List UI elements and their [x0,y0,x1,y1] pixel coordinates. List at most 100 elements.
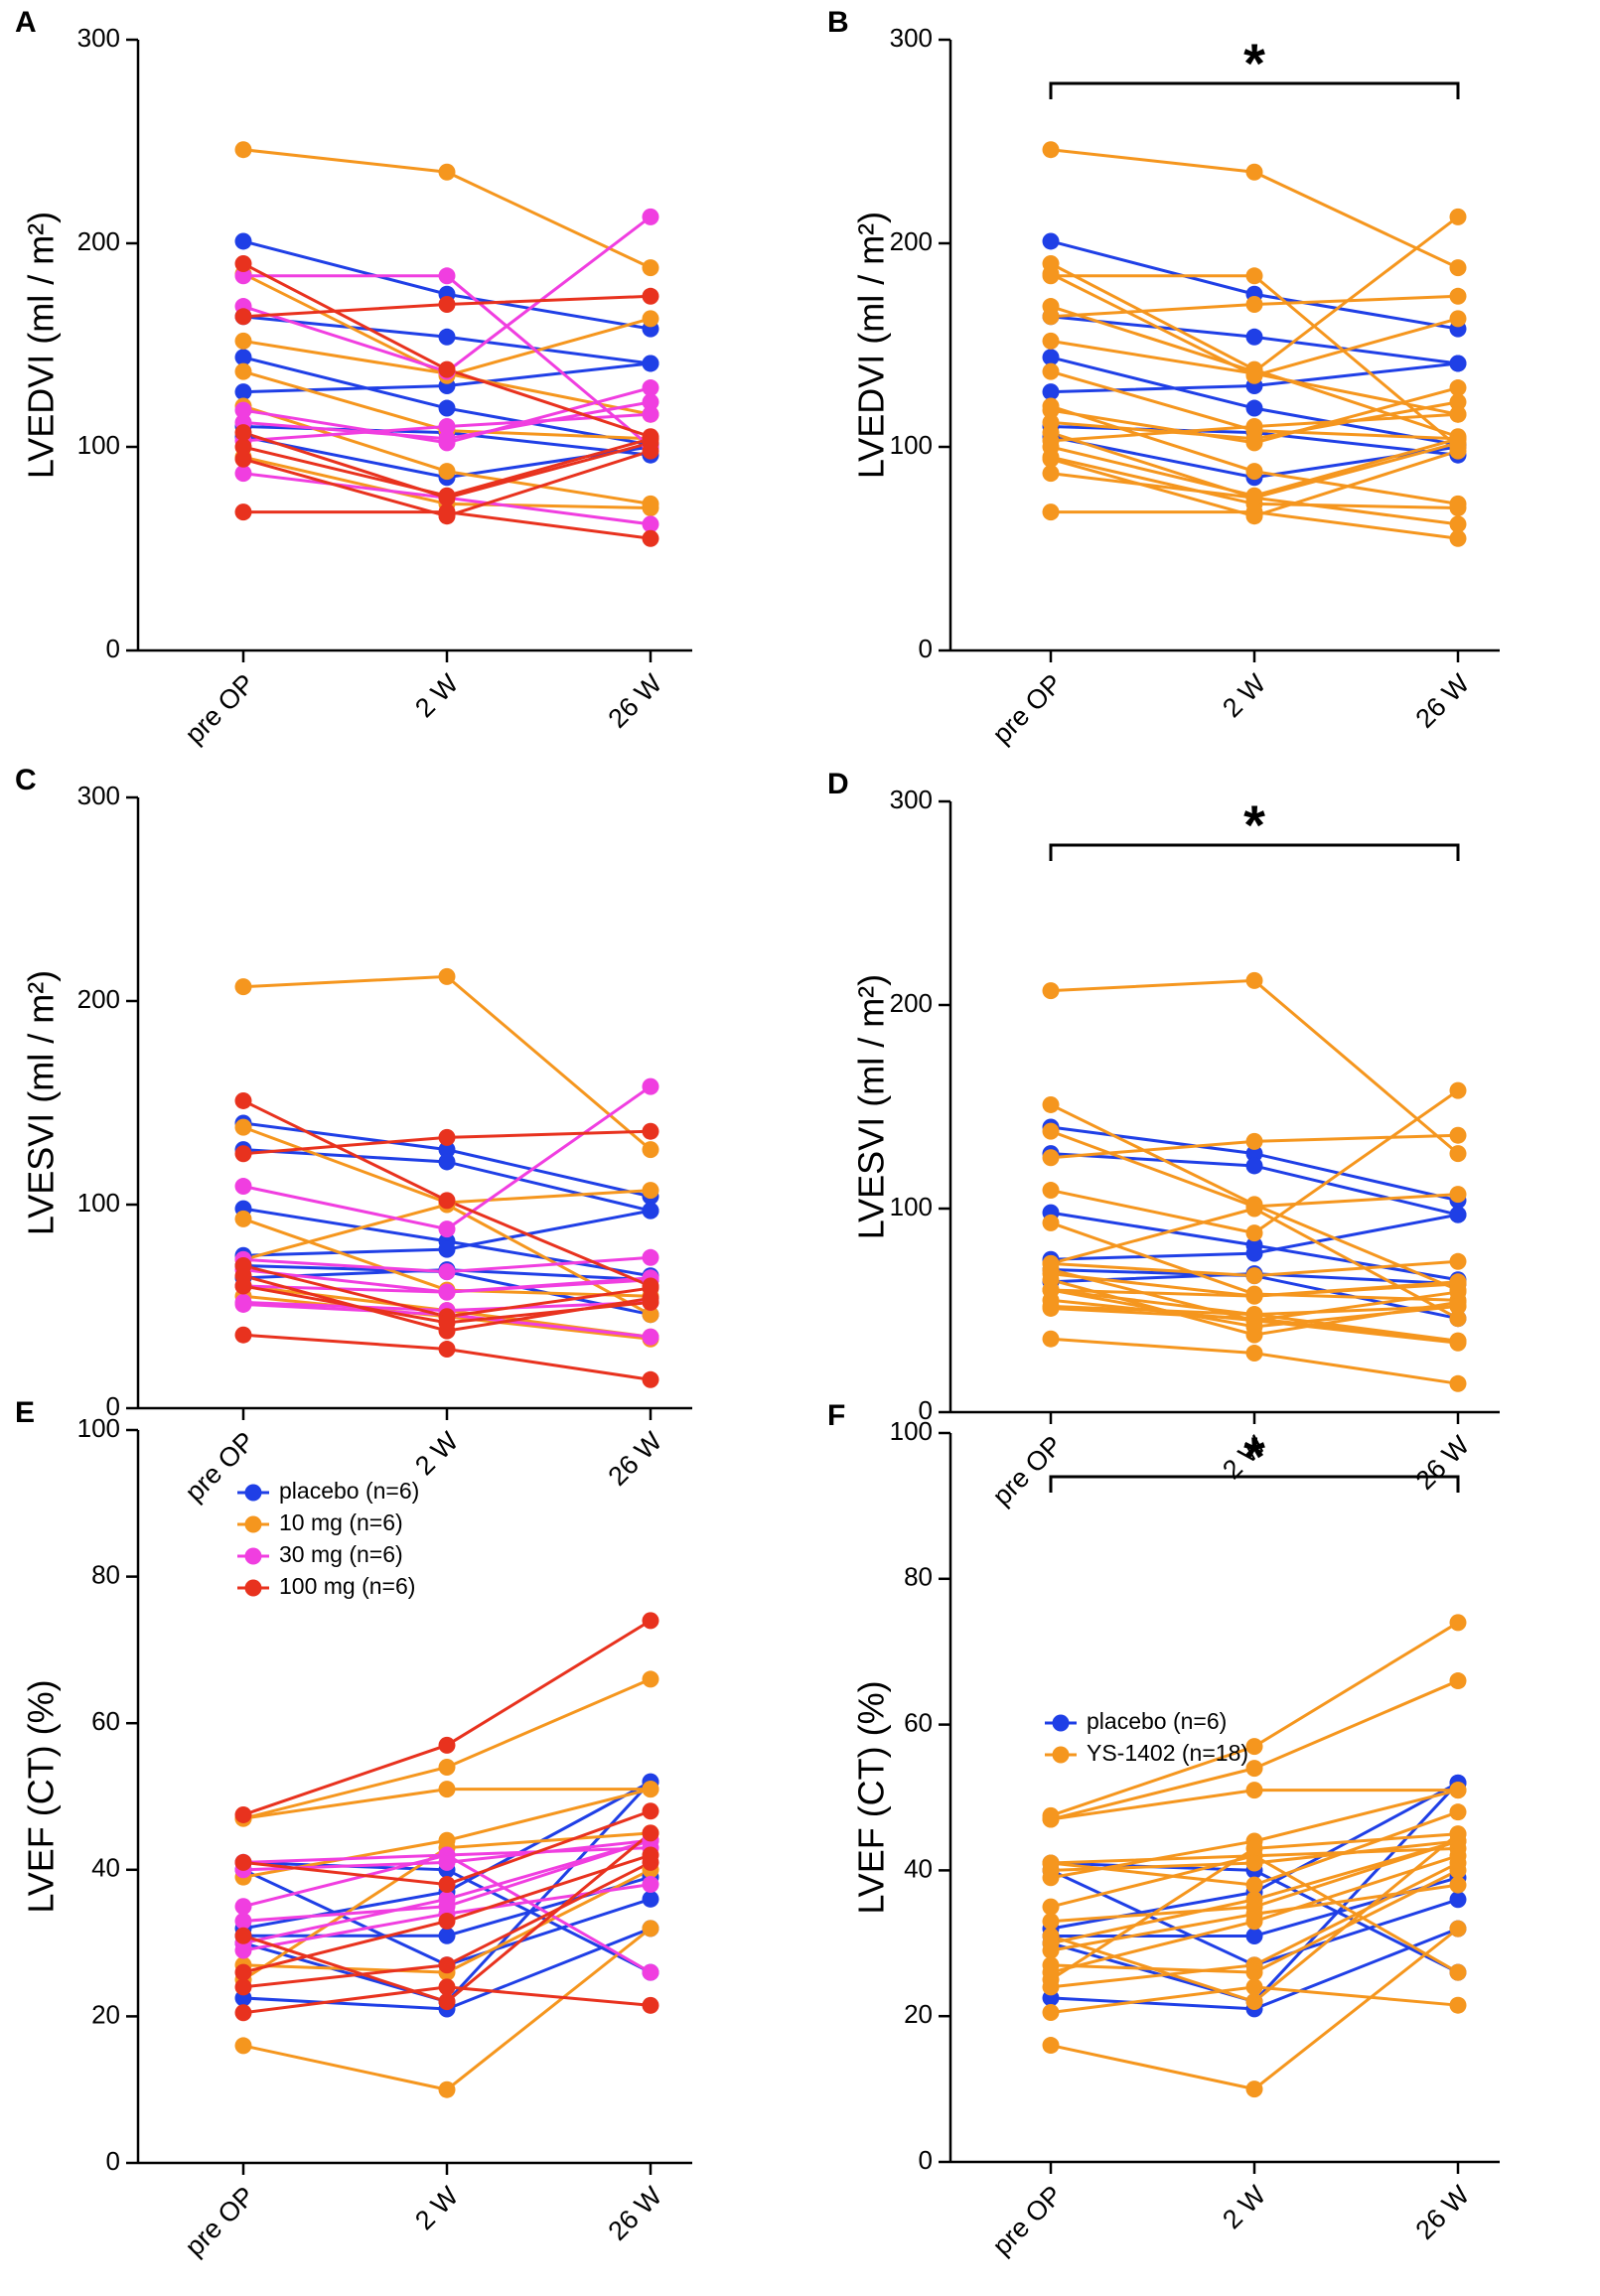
data-point [1449,1847,1467,1865]
data-point [438,360,456,378]
data-point [642,1202,659,1220]
y-tick-label: 300 [77,23,120,53]
data-point [234,1912,252,1930]
legend-label: placebo (n=6) [1087,1708,1227,1734]
data-point [1449,1283,1467,1301]
data-point [234,465,252,483]
data-point [1245,1891,1263,1909]
data-point [642,1328,659,1346]
y-tick-label: 100 [77,1188,120,1218]
data-point [642,1141,659,1159]
data-point [642,1963,659,1981]
data-point [642,1670,659,1688]
data-point [1042,141,1060,159]
y-tick-label: 0 [919,1395,933,1425]
data-point [438,1993,456,2011]
x-tick-label: 26 W [1409,1430,1475,1496]
data-point [1042,383,1060,401]
data-point [642,529,659,547]
legend-marker [1052,1714,1070,1732]
data-point [234,383,252,401]
data-point [234,1805,252,1823]
data-point [234,1963,252,1981]
data-point [1245,1876,1263,1894]
data-point [1245,503,1263,521]
data-point [234,1210,252,1227]
data-point [1245,328,1263,346]
data-point [642,1846,659,1864]
data-point [1042,401,1060,419]
x-tick-label: 2 W [409,668,465,724]
data-point [1042,2037,1060,2055]
x-tick-label: pre OP [180,668,261,750]
legend-label: YS-1402 (n=18) [1087,1740,1248,1766]
data-point [1449,208,1467,225]
data-point [1042,255,1060,272]
x-tick-label: 26 W [602,2181,667,2246]
data-point [1245,1318,1263,1336]
y-tick-label: 40 [904,1853,933,1883]
x-tick-label: pre OP [987,2180,1069,2261]
data-point [1245,399,1263,417]
panel: B LVEDVI (ml / m²) 0 100 200 300 pre OP 2 W 26 W… [827,6,1500,750]
data-point [438,1912,456,1930]
data-point [1042,503,1060,521]
data-point [234,1941,252,1959]
data-point [438,1283,456,1301]
data-point [1449,1825,1467,1843]
data-point [1449,1920,1467,1937]
data-point [1449,1332,1467,1350]
data-point [1449,310,1467,328]
data-point [234,141,252,159]
data-point [1245,360,1263,378]
data-point [234,1927,252,1944]
legend-label: 30 mg (n=6) [279,1541,403,1567]
data-point [1245,1782,1263,1799]
data-point [438,1153,456,1171]
data-point [1449,1996,1467,2014]
y-tick-label: 0 [919,2145,933,2175]
panel-label: F [827,1399,845,1432]
data-point [438,1314,456,1332]
data-point [234,349,252,366]
data-point [1042,1182,1060,1200]
data-point [1449,1310,1467,1328]
y-tick-label: 200 [77,984,120,1014]
significance-bracket [1049,1475,1460,1493]
y-tick-label: 20 [91,1999,120,2029]
data-point [1042,1898,1060,1916]
significance-label: * [1243,793,1265,856]
y-tick-label: 200 [77,226,120,256]
data-point [1449,1297,1467,1315]
data-point [642,1122,659,1140]
data-point [438,1128,456,1146]
data-point [642,379,659,397]
data-point [1449,434,1467,452]
panel: E LVEF (CT) (%) 0 20 40 60 80 100 pre OP 2 W 26 W p… [15,1396,692,2262]
data-point [1449,287,1467,305]
y-tick-label: 60 [904,1707,933,1737]
x-tick-label: pre OP [180,2181,261,2262]
data-point [438,399,456,417]
data-point [1042,332,1060,350]
panel-label: B [827,6,849,39]
y-tick-label: 0 [106,2146,120,2176]
data-point [438,430,456,448]
data-point [1449,405,1467,423]
x-tick-label: 26 W [602,1426,667,1492]
y-tick-label: 100 [77,430,120,460]
data-point [234,1978,252,1996]
y-tick-label: 40 [91,1853,120,1883]
data-point [234,1295,252,1313]
y-axis-title: LVESVI (ml / m²) [851,974,892,1239]
data-point [1042,362,1060,380]
data-point [1042,2004,1060,2022]
data-point [642,1890,659,1908]
data-point [1449,1081,1467,1099]
data-point [1042,1095,1060,1113]
data-point [1449,1963,1467,1981]
data-point [642,259,659,277]
data-point [642,1306,659,1324]
data-point [438,1341,456,1359]
data-point [1245,1927,1263,1944]
